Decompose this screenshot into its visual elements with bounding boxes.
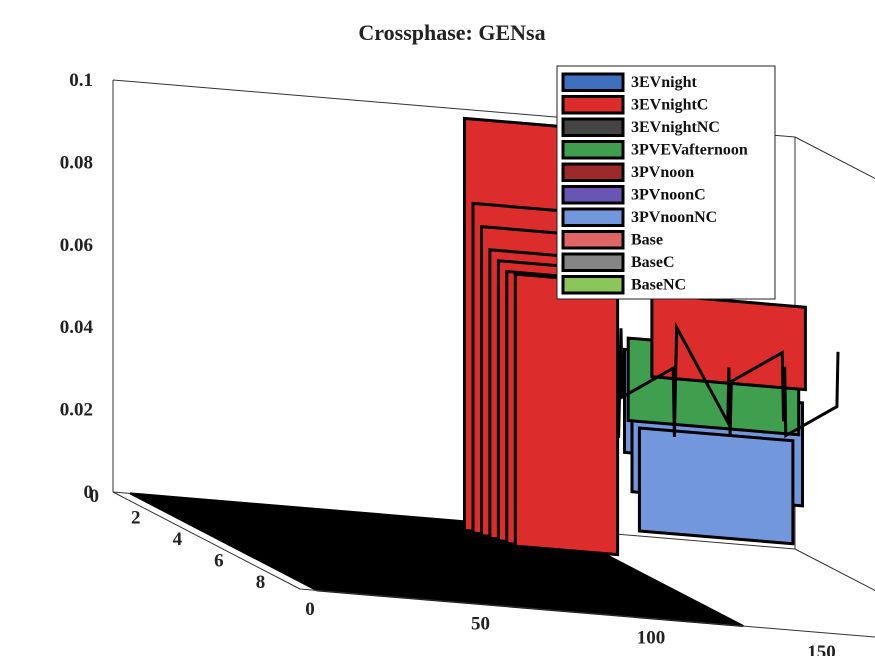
box-edge: [794, 548, 875, 592]
legend-swatch: [561, 140, 625, 160]
box-edge: [299, 588, 875, 638]
box-edge: [794, 136, 875, 180]
y-tick-label: 2: [131, 508, 141, 529]
x-tick-label: 50: [471, 613, 490, 634]
legend-swatch: [561, 162, 625, 182]
legend-swatch: [561, 95, 625, 115]
legend-label: 3PVEVafternoon: [631, 142, 748, 159]
back-ribbon-panels: [617, 292, 840, 546]
chart-title: Crossphase: GENsa: [358, 20, 545, 45]
x-tick-labels: 050100150200: [305, 599, 836, 656]
legend-label: 3PVnoonNC: [631, 209, 717, 226]
ribbon-panel: [650, 292, 807, 392]
legend-swatch: [561, 252, 625, 272]
x-tick-label: 150: [807, 642, 836, 656]
legend-label: 3EVnight: [631, 74, 697, 91]
legend-label: BaseNC: [631, 277, 686, 294]
legend-swatch: [561, 117, 625, 137]
legend-label: 3EVnightNC: [631, 119, 720, 136]
legend-label: Base: [631, 232, 663, 249]
legend-label: 3PVnoonC: [631, 187, 706, 204]
z-tick-label: 0.02: [60, 400, 93, 421]
z-tick-label: 0.06: [60, 235, 93, 256]
y-tick-label: 0: [90, 486, 100, 507]
legend-swatch: [561, 185, 625, 205]
legend-label: 3EVnightC: [631, 97, 708, 114]
axes-box-front: [112, 491, 875, 638]
legend-label: BaseC: [631, 254, 675, 271]
y-tick-label: 6: [214, 551, 224, 572]
ribbon-panel: [637, 426, 795, 546]
x-tick-label: 100: [637, 628, 666, 649]
y-tick-label: 4: [173, 529, 183, 550]
ribbon-outline: [617, 321, 840, 439]
legend-swatch: [561, 275, 625, 295]
z-tick-label: 0.04: [60, 317, 94, 338]
x-tick-label: 0: [305, 599, 315, 620]
z-tick-label: 0.1: [69, 70, 93, 91]
legend-label: 3PVnoon: [631, 164, 694, 181]
y-tick-label: 8: [256, 572, 266, 593]
z-tick-label: 0: [84, 482, 94, 503]
wall-ribbon: [513, 272, 620, 557]
legend-swatch: [561, 230, 625, 250]
z-tick-labels: 0 0.02 0.04 0.06 0.08 0.1: [60, 70, 94, 503]
y-tick-labels: 0 2 4 6 8: [90, 486, 266, 593]
z-tick-label: 0.08: [60, 152, 93, 173]
box-edge: [112, 491, 301, 590]
front-ribbon-walls: [463, 116, 620, 557]
legend-swatch: [561, 72, 625, 92]
legend-swatch: [561, 207, 625, 227]
legend: 3EVnight 3EVnightC 3EVnightNC 3PVEVafternoo…: [556, 65, 776, 300]
